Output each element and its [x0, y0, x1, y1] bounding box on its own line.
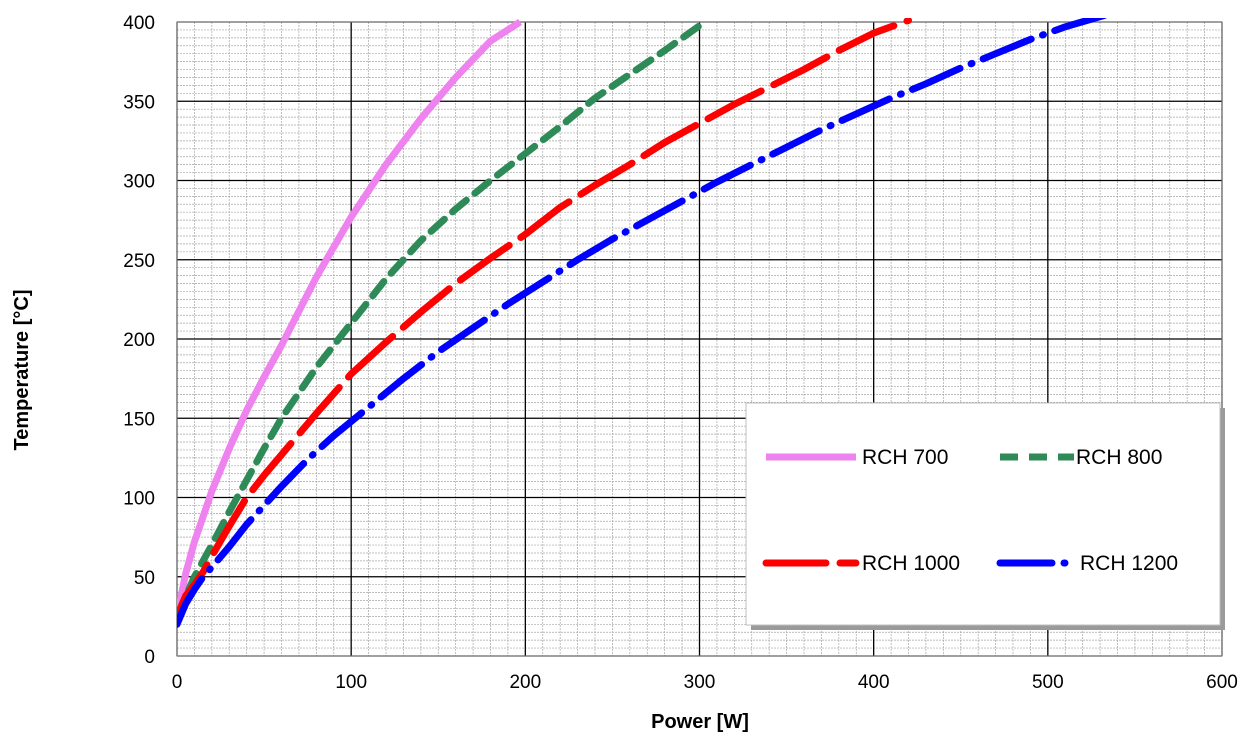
- y-tick-label: 300: [123, 172, 155, 193]
- legend-label-rch700: RCH 700: [862, 446, 948, 469]
- y-tick-label: 200: [123, 330, 155, 351]
- legend: RCH 700 RCH 800 RCH 1000 RCH 1200: [745, 402, 1225, 630]
- x-tick-label: 100: [335, 672, 367, 693]
- x-tick-label: 600: [1206, 672, 1238, 693]
- legend-label-rch1000: RCH 1000: [862, 552, 960, 575]
- y-tick-label: 50: [134, 568, 155, 589]
- y-tick-labels: 0 50 100 150 200 250 300 350 400: [123, 13, 155, 668]
- y-tick-label: 250: [123, 251, 155, 272]
- series-line-rch1000: [177, 18, 912, 620]
- x-tick-label: 0: [172, 672, 183, 693]
- y-axis-title: Temperature [°C]: [11, 290, 33, 451]
- series-line-rch800: [177, 18, 709, 620]
- legend-label-rch800: RCH 800: [1076, 446, 1162, 469]
- y-tick-label: 400: [123, 13, 155, 34]
- x-tick-label: 300: [684, 672, 716, 693]
- series-line-rch700: [177, 19, 522, 618]
- x-tick-label: 200: [509, 672, 541, 693]
- y-tick-label: 350: [123, 92, 155, 113]
- plot-frame: [176, 21, 1223, 657]
- x-tick-label: 500: [1032, 672, 1064, 693]
- series-line-rch1200: [177, 18, 1108, 628]
- y-tick-label: 150: [123, 409, 155, 430]
- y-tick-label: 100: [123, 489, 155, 510]
- x-tick-label: 400: [858, 672, 890, 693]
- legend-box: [745, 402, 1221, 626]
- x-axis-title: Power [W]: [651, 711, 749, 733]
- legend-label-rch1200: RCH 1200: [1080, 552, 1178, 575]
- y-tick-label: 0: [144, 647, 155, 668]
- x-tick-labels: 0 100 200 300 400 500 600: [172, 672, 1238, 693]
- series-layer: [177, 18, 1108, 628]
